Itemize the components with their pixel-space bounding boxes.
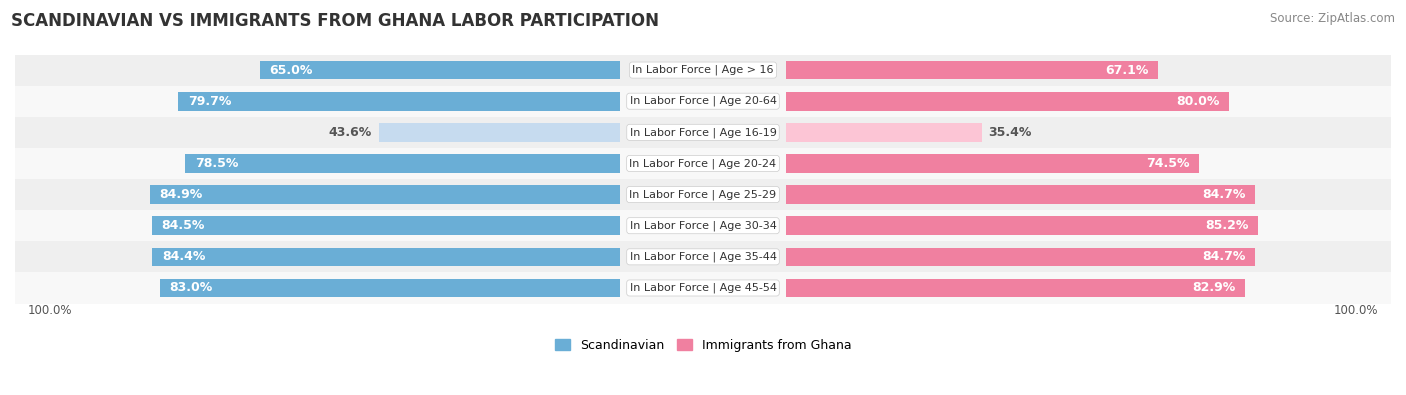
Text: 35.4%: 35.4%	[988, 126, 1032, 139]
Bar	[786, 123, 981, 142]
Text: 82.9%: 82.9%	[1192, 282, 1236, 294]
Bar	[15, 179, 1391, 210]
Bar	[786, 216, 1258, 235]
Bar	[786, 248, 1256, 266]
Text: 79.7%: 79.7%	[188, 95, 232, 108]
Bar	[152, 248, 620, 266]
Bar	[15, 241, 1391, 273]
Bar	[15, 210, 1391, 241]
Bar	[378, 123, 620, 142]
Text: In Labor Force | Age 30-34: In Labor Force | Age 30-34	[630, 220, 776, 231]
Text: 84.5%: 84.5%	[162, 219, 205, 232]
Bar	[786, 61, 1157, 79]
Text: In Labor Force | Age 20-24: In Labor Force | Age 20-24	[630, 158, 776, 169]
Text: 84.7%: 84.7%	[1202, 250, 1246, 263]
Text: 67.1%: 67.1%	[1105, 64, 1149, 77]
Bar	[186, 154, 620, 173]
Text: 84.9%: 84.9%	[159, 188, 202, 201]
Text: 100.0%: 100.0%	[1334, 304, 1378, 317]
Bar	[786, 185, 1256, 204]
Bar	[15, 55, 1391, 86]
Bar	[786, 154, 1199, 173]
Bar	[15, 273, 1391, 303]
Text: 78.5%: 78.5%	[194, 157, 238, 170]
Text: 83.0%: 83.0%	[170, 282, 212, 294]
Bar	[15, 117, 1391, 148]
Bar	[786, 92, 1229, 111]
Text: SCANDINAVIAN VS IMMIGRANTS FROM GHANA LABOR PARTICIPATION: SCANDINAVIAN VS IMMIGRANTS FROM GHANA LA…	[11, 12, 659, 30]
Text: 43.6%: 43.6%	[329, 126, 373, 139]
Bar	[149, 185, 620, 204]
Text: Source: ZipAtlas.com: Source: ZipAtlas.com	[1270, 12, 1395, 25]
Text: In Labor Force | Age 20-64: In Labor Force | Age 20-64	[630, 96, 776, 106]
Text: In Labor Force | Age > 16: In Labor Force | Age > 16	[633, 65, 773, 75]
Bar	[260, 61, 620, 79]
Text: In Labor Force | Age 16-19: In Labor Force | Age 16-19	[630, 127, 776, 137]
Text: 100.0%: 100.0%	[28, 304, 72, 317]
Text: 84.7%: 84.7%	[1202, 188, 1246, 201]
Bar	[179, 92, 620, 111]
Text: 74.5%: 74.5%	[1146, 157, 1189, 170]
Bar	[15, 148, 1391, 179]
Bar	[152, 216, 620, 235]
Text: 85.2%: 85.2%	[1205, 219, 1249, 232]
Bar	[786, 278, 1246, 297]
Text: 80.0%: 80.0%	[1177, 95, 1219, 108]
Text: 84.4%: 84.4%	[162, 250, 205, 263]
Text: In Labor Force | Age 45-54: In Labor Force | Age 45-54	[630, 283, 776, 293]
Text: 65.0%: 65.0%	[270, 64, 314, 77]
Legend: Scandinavian, Immigrants from Ghana: Scandinavian, Immigrants from Ghana	[555, 339, 851, 352]
Text: In Labor Force | Age 25-29: In Labor Force | Age 25-29	[630, 189, 776, 200]
Text: In Labor Force | Age 35-44: In Labor Force | Age 35-44	[630, 252, 776, 262]
Bar	[15, 86, 1391, 117]
Bar	[160, 278, 620, 297]
